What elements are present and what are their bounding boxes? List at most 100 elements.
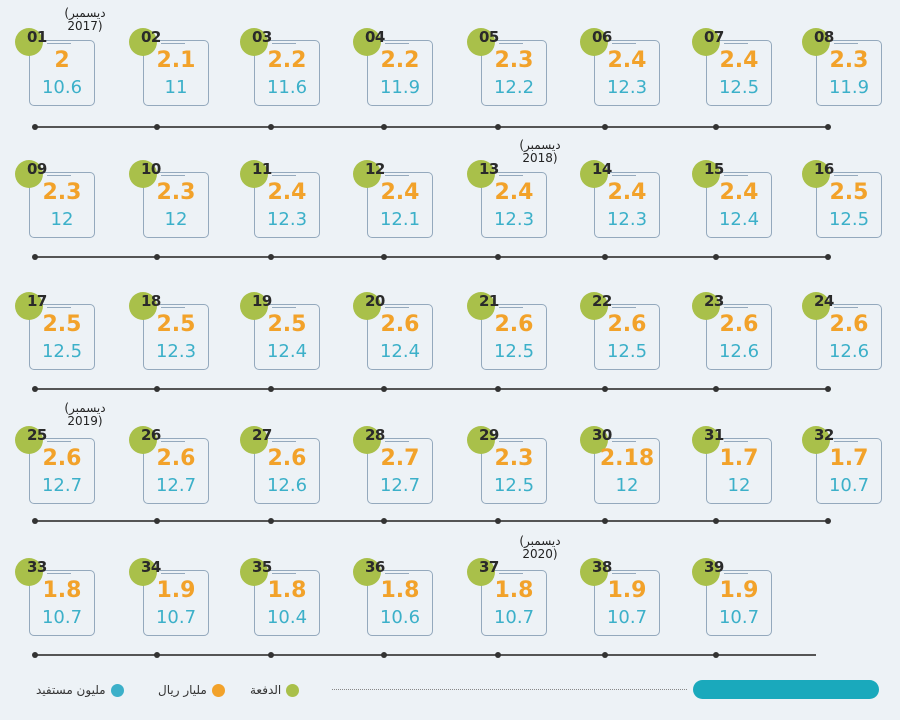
payment-number: 21 <box>479 292 499 310</box>
payment-number: 28 <box>365 426 385 444</box>
amount-value: 2.6 <box>380 312 420 337</box>
timeline-dot <box>495 652 501 658</box>
amount-value: 2.6 <box>719 312 759 337</box>
box-tick <box>385 175 409 176</box>
beneficiaries-value: 10.7 <box>41 607 83 628</box>
beneficiaries-value: 10.4 <box>266 607 308 628</box>
payment-circle <box>467 292 495 320</box>
beneficiaries-value: 12.3 <box>493 209 535 230</box>
beneficiaries-value: 12.5 <box>41 341 83 362</box>
payment-box <box>254 172 320 238</box>
amount-value: 2.5 <box>156 312 196 337</box>
amount-value: 1.8 <box>494 578 534 603</box>
timeline-dot <box>154 254 160 260</box>
amount-value: 1.9 <box>156 578 196 603</box>
payment-box <box>367 40 433 106</box>
payment-box <box>367 570 433 636</box>
box-tick <box>499 441 523 442</box>
beneficiaries-value: 12.7 <box>155 475 197 496</box>
timeline-dot <box>713 386 719 392</box>
amount-value: 1.9 <box>719 578 759 603</box>
payment-number: 04 <box>365 28 385 46</box>
payment-box <box>706 172 772 238</box>
payment-box <box>29 438 95 504</box>
beneficiaries-value: 10.6 <box>379 607 421 628</box>
payment-circle <box>15 28 43 56</box>
timeline-dot <box>713 254 719 260</box>
timeline-dot <box>268 254 274 260</box>
box-tick <box>47 43 71 44</box>
payment-circle <box>353 558 381 586</box>
payment-circle <box>467 426 495 454</box>
payment-circle <box>129 292 157 320</box>
box-tick <box>385 573 409 574</box>
box-tick <box>612 43 636 44</box>
box-tick <box>724 43 748 44</box>
payment-circle <box>692 426 720 454</box>
payment-circle <box>129 426 157 454</box>
payment-box <box>367 304 433 370</box>
legend: الدفعة مليار ريال مليون مستفيد <box>0 672 900 708</box>
payment-box <box>594 438 660 504</box>
payment-circle <box>353 28 381 56</box>
payment-number: 07 <box>704 28 724 46</box>
beneficiaries-value: 12.4 <box>379 341 421 362</box>
beneficiaries-value: 10.7 <box>718 607 760 628</box>
beneficiaries-value: 12.6 <box>718 341 760 362</box>
payment-number: 39 <box>704 558 724 576</box>
beneficiaries-value: 12.4 <box>718 209 760 230</box>
beneficiaries-value: 12 <box>615 475 639 496</box>
payment-circle <box>353 292 381 320</box>
annotation-month: (ديسمبر <box>519 138 561 152</box>
timeline-dot <box>268 124 274 130</box>
payment-number: 25 <box>27 426 47 444</box>
box-tick <box>612 573 636 574</box>
amount-value: 2.4 <box>494 180 534 205</box>
annotation-month: (ديسمبر <box>64 401 106 415</box>
box-tick <box>612 307 636 308</box>
payment-number: 38 <box>592 558 612 576</box>
payment-circle <box>802 292 830 320</box>
beneficiaries-value: 12.5 <box>493 475 535 496</box>
amount-value: 2.7 <box>380 446 420 471</box>
payment-number: 32 <box>814 426 834 444</box>
legend-dot-payment <box>286 683 300 697</box>
payment-box <box>143 40 209 106</box>
payment-circle <box>580 292 608 320</box>
box-tick <box>272 573 296 574</box>
timeline-dot <box>154 652 160 658</box>
beneficiaries-value: 12.4 <box>266 341 308 362</box>
payment-number: 14 <box>592 160 612 178</box>
payment-number: 24 <box>814 292 834 310</box>
payment-number: 13 <box>479 160 499 178</box>
payment-box <box>29 304 95 370</box>
beneficiaries-value: 10.7 <box>606 607 648 628</box>
box-tick <box>161 175 185 176</box>
timeline-dot <box>154 386 160 392</box>
box-tick <box>161 43 185 44</box>
payment-circle <box>802 426 830 454</box>
beneficiaries-value: 12.5 <box>493 341 535 362</box>
box-tick <box>499 307 523 308</box>
amount-value: 2.5 <box>829 180 869 205</box>
payment-circle <box>240 28 268 56</box>
timeline-dot <box>381 652 387 658</box>
legend-item-amount: مليار ريال <box>158 682 225 698</box>
annotation-year: 2018) <box>522 151 558 165</box>
amount-value: 2.1 <box>156 48 196 73</box>
amount-value: 1.8 <box>42 578 82 603</box>
payment-number: 17 <box>27 292 47 310</box>
payment-circle <box>129 558 157 586</box>
timeline-dot <box>495 386 501 392</box>
payment-number: 15 <box>704 160 724 178</box>
payment-box <box>481 304 547 370</box>
box-tick <box>724 175 748 176</box>
timeline-dot <box>713 652 719 658</box>
beneficiaries-value: 12.3 <box>606 77 648 98</box>
dotted-divider <box>332 689 687 690</box>
box-tick <box>272 175 296 176</box>
timeline-dot <box>381 386 387 392</box>
payment-number: 19 <box>252 292 272 310</box>
payment-box <box>367 438 433 504</box>
beneficiaries-value: 12.5 <box>828 209 870 230</box>
